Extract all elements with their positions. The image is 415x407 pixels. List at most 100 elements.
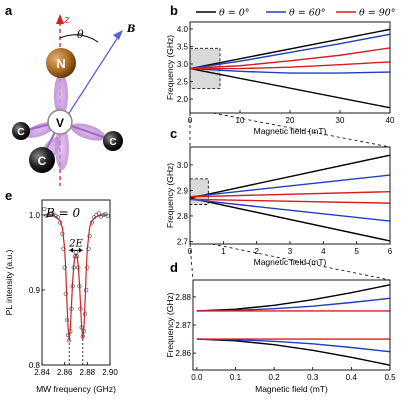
panel-label-b: b: [170, 3, 178, 18]
zoom-box-c: [189, 178, 209, 205]
panel-label-d: d: [170, 260, 178, 275]
splitting-label: 2E: [68, 238, 83, 249]
carbon-atom-right: [103, 131, 123, 151]
data-point-32: [87, 233, 92, 239]
chart-c: 0 1 2 3 4 5 6 2.7 2.8 2.9 3.0 Magnetic field (mT) Fr…: [165, 146, 393, 267]
x-tick-label-d-3: 0.3: [307, 373, 319, 382]
data-point-36: [96, 211, 101, 216]
x-tick-label-c-6: 6: [388, 247, 393, 256]
vacancy-label: V: [56, 116, 64, 130]
series-line-b-3: [190, 67, 390, 74]
legend-label-2: θ = 90°: [359, 8, 396, 19]
nitrogen-atom: [46, 48, 76, 78]
y-tick-label-d-0: 2.86: [175, 349, 191, 358]
panel-label-a: a: [5, 3, 13, 18]
x-tick-label-c-1: 1: [221, 247, 226, 256]
data-point-23: [77, 284, 82, 289]
series-line-b-1: [190, 67, 390, 109]
series-line-c-0: [190, 154, 390, 199]
data-point-9: [61, 246, 66, 251]
y-tick-label-c-1: 2.8: [177, 212, 189, 221]
y-tick-label-e-1: 0.9: [29, 286, 41, 295]
angle-arc: [59, 34, 99, 43]
y-axis-label-b: Frequency (GHz): [165, 35, 175, 100]
data-point-14: [67, 338, 72, 343]
data-point-31: [86, 246, 91, 251]
legend: θ = 0° θ = 60° θ = 90°: [196, 8, 396, 19]
y-tick-label-e-0: 0.8: [29, 361, 41, 370]
y-axis-label-d: Frequency (GHz): [165, 292, 175, 357]
x-tick-label-d-4: 0.4: [346, 373, 358, 382]
x-tick-label-b-1: 10: [236, 116, 245, 125]
field-vector-line: [61, 33, 121, 125]
field-annotation: B = 0: [45, 206, 81, 220]
series-line-d-1: [196, 338, 390, 366]
vacancy-site: [47, 109, 73, 135]
series-line-b-5: [190, 61, 390, 70]
x-tick-label-e-0: 2.84: [34, 368, 50, 377]
y-tick-label-e-2: 1.0: [29, 211, 41, 220]
plot-frame-e: [41, 199, 111, 366]
data-point-3: [48, 211, 54, 216]
y-axis-label-e: PL intensity (a.u.): [4, 249, 14, 315]
nv-center-diagram: z B θ N V C C C: [12, 13, 135, 186]
data-point-22: [76, 265, 81, 270]
data-point-16: [69, 306, 74, 311]
x-tick-label-e-3: 2.90: [102, 368, 118, 377]
x-axis-label-c: Magnetic field (mT): [254, 257, 327, 267]
y-tick-label-b-4: 4.0: [177, 25, 189, 34]
y-tick-label-c-0: 2.7: [177, 237, 189, 246]
data-point-25: [79, 325, 84, 330]
carbon-label-left: C: [17, 127, 24, 138]
data-point-8: [60, 231, 65, 236]
y-tick-label-c-3: 3.0: [177, 161, 189, 170]
series-group-c: [190, 154, 390, 242]
data-point-12: [64, 317, 70, 323]
nitrogen-label: N: [56, 56, 65, 71]
y-tick-label-c-2: 2.9: [177, 186, 189, 195]
x-tick-label-c-0: 0: [188, 247, 193, 256]
series-line-c-4: [190, 190, 390, 198]
x-tick-label-b-3: 30: [336, 116, 345, 125]
y-tick-label-b-2: 3.0: [177, 60, 189, 69]
x-tick-label-c-3: 3: [288, 247, 293, 256]
zoom-connector-cd-left: [189, 243, 194, 281]
plot-frame-d: [192, 279, 391, 371]
lower-lobe: [55, 126, 69, 170]
carbon-atom-bottom: [29, 147, 55, 173]
x-axis-label-d: Magnetic field (mT): [255, 384, 328, 394]
series-group-b: [190, 28, 390, 109]
data-point-21: [74, 254, 80, 259]
chart-b: 0 10 20 30 40 2.0 2.5 3.0 3.5 4.0 Magnetic field (…: [165, 21, 395, 136]
data-point-38: [101, 212, 106, 218]
x-tick-label-e-1: 2.86: [57, 368, 73, 377]
data-point-33: [89, 220, 95, 225]
y-tick-label-b-0: 2.0: [177, 95, 189, 104]
data-point-26: [80, 334, 85, 339]
carbon-label-bottom: C: [38, 154, 47, 168]
chart-e: 2E B = 0 2.84 2.86 2.88 2.90 0.8 0.9 1.0 MW frequ…: [4, 199, 118, 394]
splitting-arrowhead-right: [78, 247, 83, 253]
y-tick-label-b-1: 2.5: [177, 78, 189, 87]
x-tick-label-b-2: 20: [286, 116, 295, 125]
data-point-1: [44, 213, 49, 218]
panel-label-c: c: [170, 126, 177, 141]
data-point-7: [57, 220, 63, 225]
splitting-arrowhead-left: [69, 247, 74, 253]
series-line-c-5: [190, 198, 390, 204]
x-tick-label-c-2: 2: [254, 247, 259, 256]
data-point-40: [105, 213, 110, 218]
data-point-24: [78, 306, 83, 311]
series-line-c-1: [190, 197, 390, 242]
x-tick-label-c-5: 5: [354, 247, 359, 256]
x-tick-label-d-0: 0.0: [191, 373, 203, 382]
data-point-20: [73, 250, 79, 255]
data-point-15: [68, 329, 73, 334]
y-axis-label-c: Frequency (GHz): [165, 163, 175, 228]
series-line-b-0: [190, 28, 390, 70]
x-axis-label-e: MW frequency (GHz): [36, 384, 116, 394]
data-point-27: [81, 329, 87, 334]
x-tick-label-d-1: 0.1: [230, 373, 242, 382]
legend-label-1: θ = 60°: [289, 8, 326, 19]
